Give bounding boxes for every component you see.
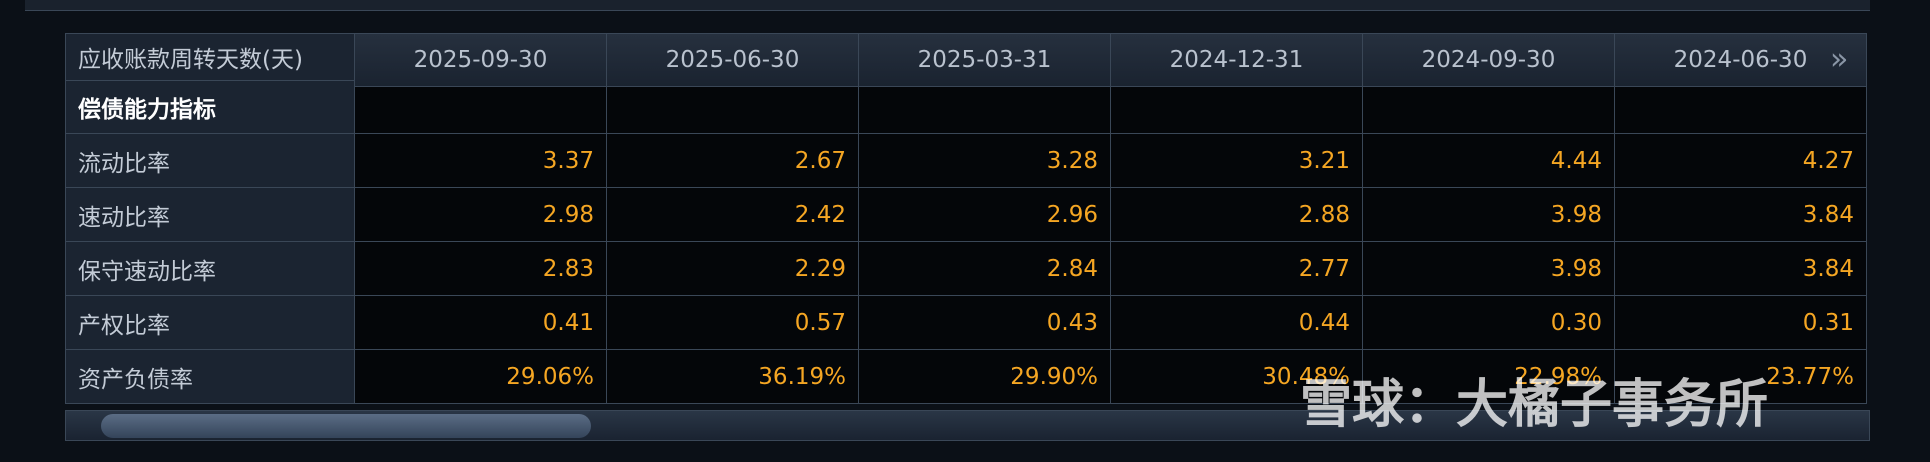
date-header: 2024-12-31 (1110, 33, 1363, 87)
value-cell: 2.88 (1110, 187, 1363, 242)
row-label: 保守速动比率 (65, 241, 355, 296)
scrollbar[interactable] (65, 410, 1870, 441)
value-cell: 0.31 (1614, 295, 1867, 350)
value-cell: 2.77 (1110, 241, 1363, 296)
empty-cell (606, 86, 859, 134)
date-header: 2025-03-31 (858, 33, 1111, 87)
value-cell: 3.98 (1362, 187, 1615, 242)
row-label: 流动比率 (65, 133, 355, 188)
value-cell: 2.83 (354, 241, 607, 296)
header-label: 应收账款周转天数(天) (65, 33, 355, 81)
value-cell: 2.84 (858, 241, 1111, 296)
value-cell: 23.77% (1614, 349, 1867, 404)
row-label: 产权比率 (65, 295, 355, 350)
date-header: 2024-06-30 (1614, 33, 1867, 87)
value-cell: 3.21 (1110, 133, 1363, 188)
value-cell: 3.37 (354, 133, 607, 188)
value-cell: 3.84 (1614, 187, 1867, 242)
value-cell: 3.98 (1362, 241, 1615, 296)
row-label: 资产负债率 (65, 349, 355, 404)
value-cell: 3.28 (858, 133, 1111, 188)
value-cell: 2.29 (606, 241, 859, 296)
next-arrow[interactable]: » (1830, 42, 1849, 77)
value-cell: 30.48% (1110, 349, 1363, 404)
value-cell: 0.43 (858, 295, 1111, 350)
value-cell: 0.41 (354, 295, 607, 350)
value-cell: 3.84 (1614, 241, 1867, 296)
value-cell: 0.57 (606, 295, 859, 350)
empty-cell (1614, 86, 1867, 134)
watermark: 雪球：大橘子事务所 (1300, 375, 1769, 435)
value-cell: 22.98% (1362, 349, 1615, 404)
value-cell: 29.90% (858, 349, 1111, 404)
date-header: 2025-09-30 (354, 33, 607, 87)
empty-cell (1362, 86, 1615, 134)
empty-cell (858, 86, 1111, 134)
value-cell: 4.27 (1614, 133, 1867, 188)
value-cell: 0.44 (1110, 295, 1363, 350)
value-cell: 36.19% (606, 349, 859, 404)
section-label: 偿债能力指标 (65, 80, 355, 134)
row-label: 速动比率 (65, 187, 355, 242)
value-cell: 4.44 (1362, 133, 1615, 188)
value-cell: 29.06% (354, 349, 607, 404)
scroll-thumb[interactable] (101, 414, 591, 438)
value-cell: 2.96 (858, 187, 1111, 242)
empty-cell (1110, 86, 1363, 134)
date-header: 2024-09-30 (1362, 33, 1615, 87)
top-bar (25, 0, 1870, 11)
date-header: 2025-06-30 (606, 33, 859, 87)
empty-cell (354, 86, 607, 134)
value-cell: 0.30 (1362, 295, 1615, 350)
value-cell: 2.67 (606, 133, 859, 188)
value-cell: 2.98 (354, 187, 607, 242)
value-cell: 2.42 (606, 187, 859, 242)
